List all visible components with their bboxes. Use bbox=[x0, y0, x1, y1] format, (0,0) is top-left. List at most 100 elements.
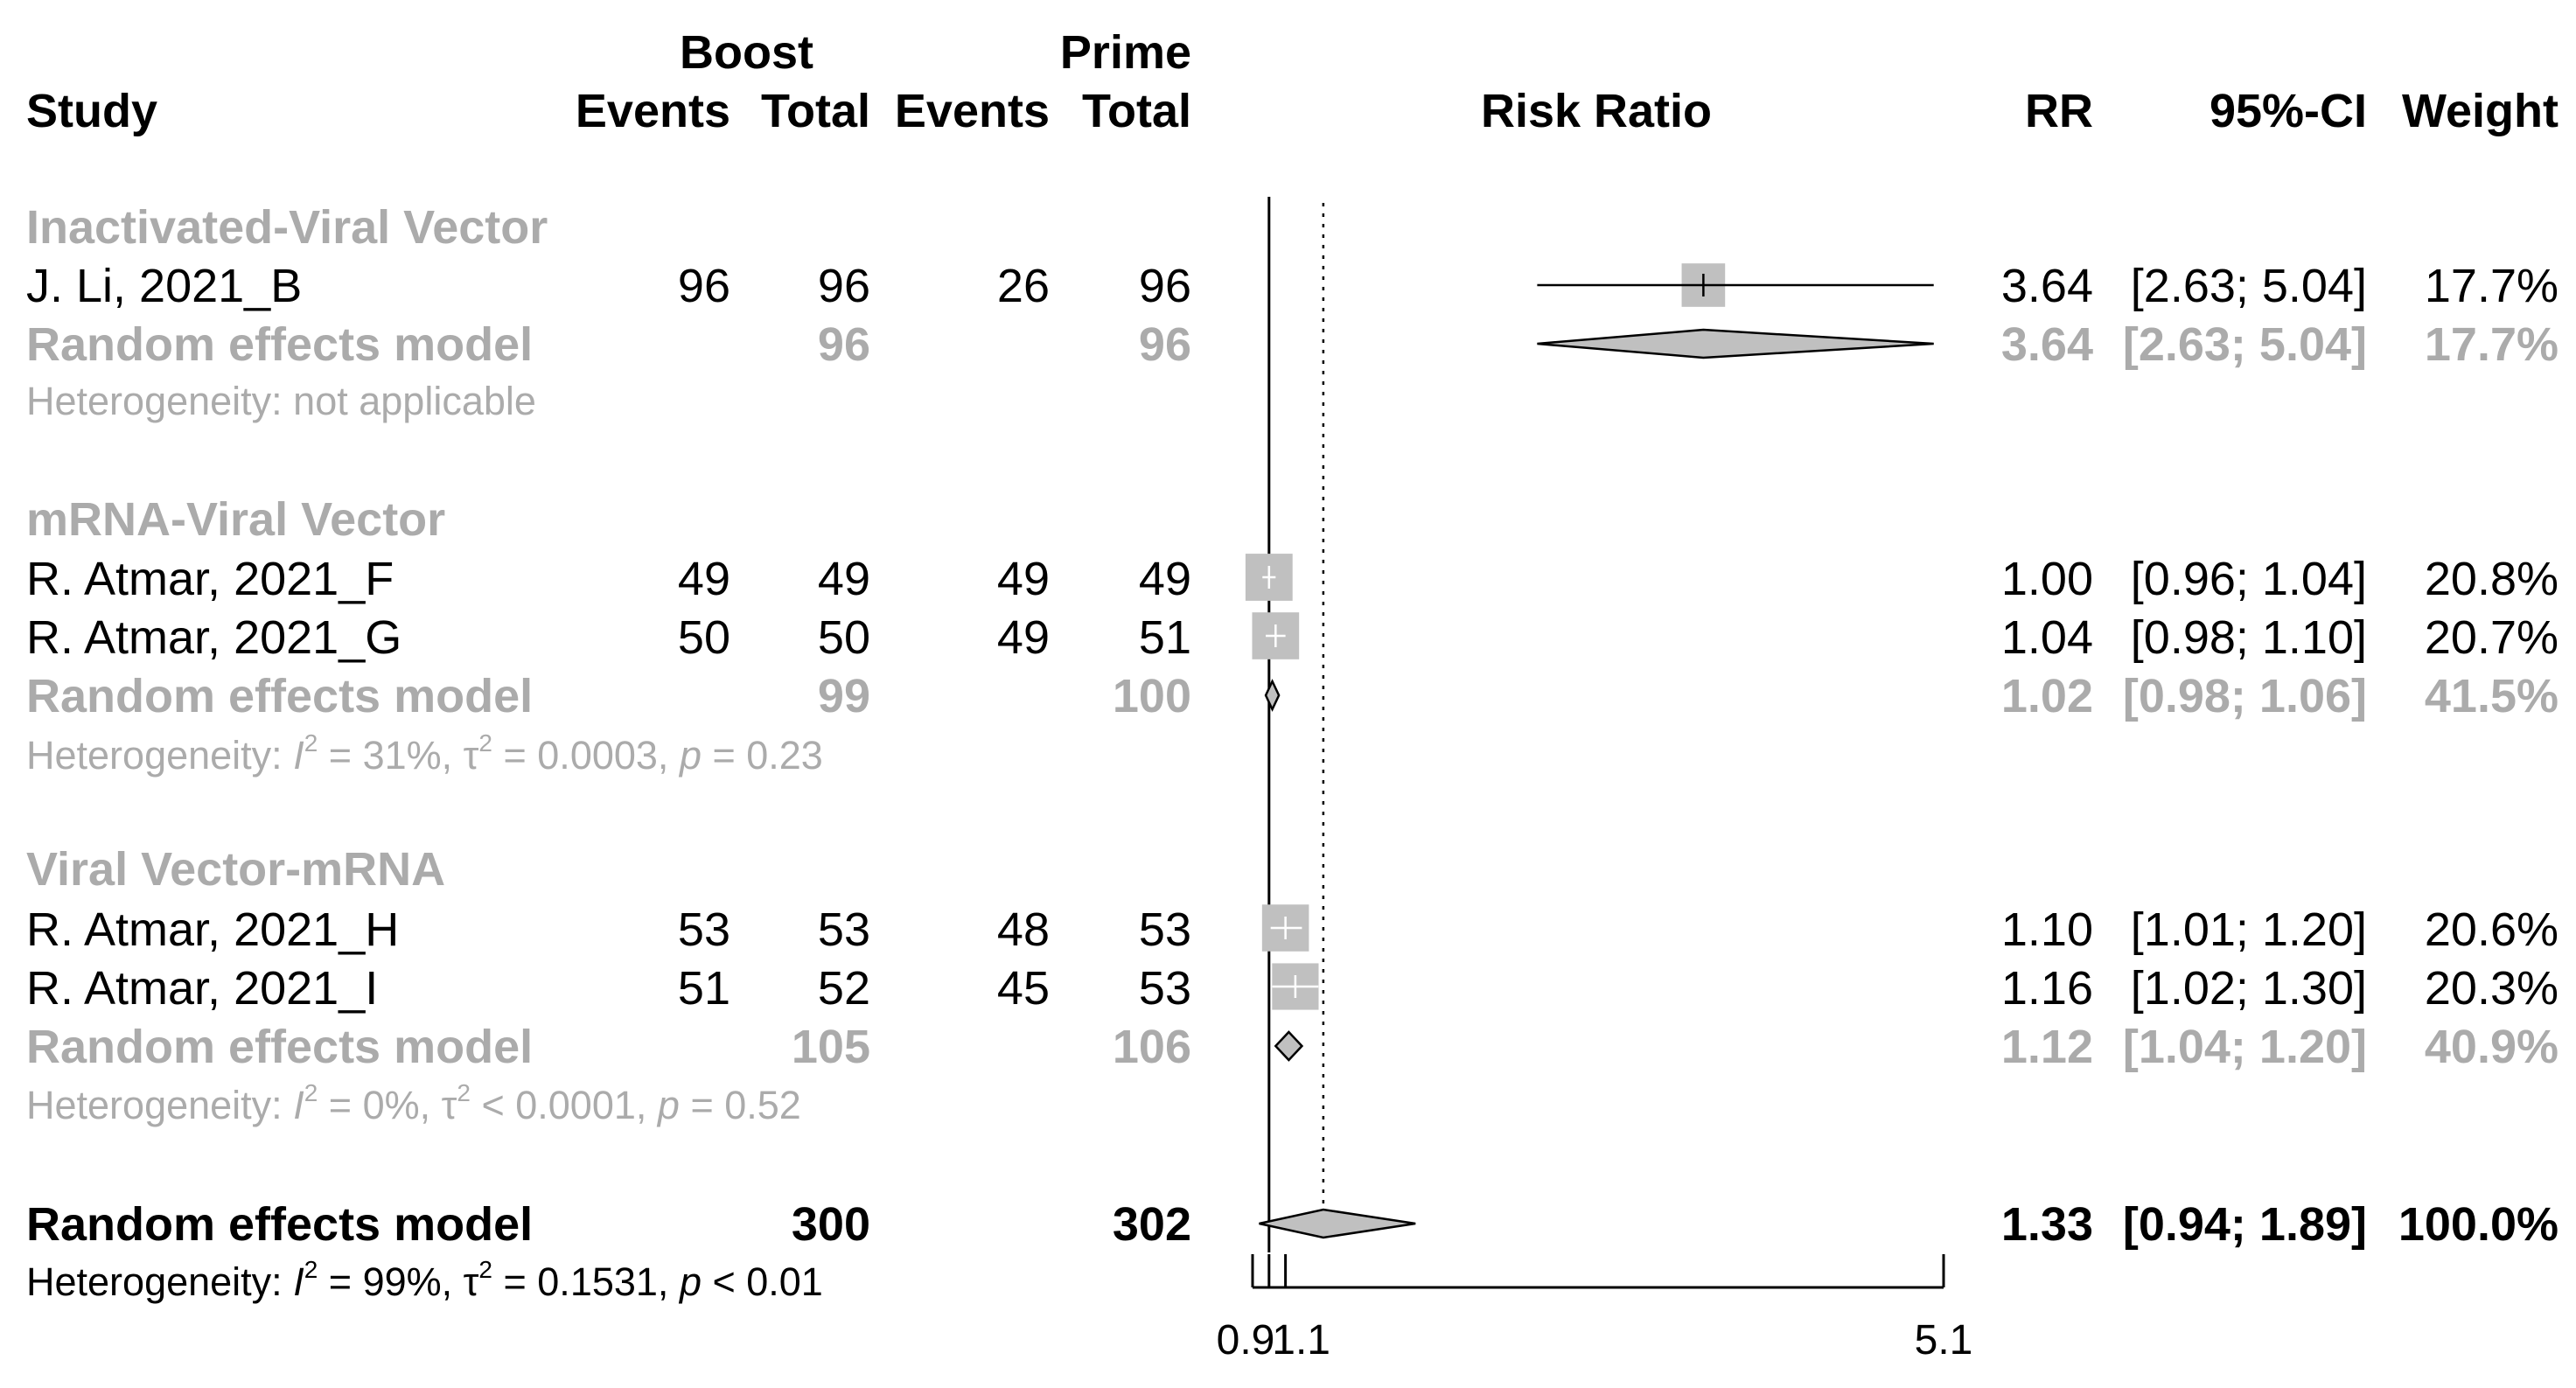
header-boost-events: Events bbox=[576, 85, 730, 137]
overall-summary: Random effects model 300 302 1.33 [0.94;… bbox=[26, 1198, 2559, 1304]
het-tau-value: = 0.1531, bbox=[492, 1259, 680, 1304]
group-viral-vector-mrna: Viral Vector-mRNA R. Atmar, 2021_H 53 53… bbox=[26, 843, 2559, 1127]
prime-total: 51 bbox=[1139, 611, 1191, 664]
header-prime-events: Events bbox=[895, 85, 1050, 137]
boost-events: 50 bbox=[678, 611, 730, 664]
boost-total: 96 bbox=[818, 260, 870, 312]
header-risk-ratio: Risk Ratio bbox=[1481, 85, 1712, 137]
header-weight: Weight bbox=[2402, 85, 2559, 137]
het-tau-symbol: τ bbox=[464, 1259, 479, 1304]
het-p-symbol: p bbox=[678, 733, 702, 778]
prime-events: 49 bbox=[997, 553, 1050, 605]
group-title: Viral Vector-mRNA bbox=[26, 843, 445, 896]
overall-prime-total: 302 bbox=[1113, 1198, 1191, 1251]
column-headers: Boost Prime Study Events Total Events To… bbox=[26, 26, 2559, 137]
ci-value: [0.98; 1.10] bbox=[2131, 611, 2367, 664]
summary-boost-total: 96 bbox=[818, 318, 870, 371]
rr-value: 1.10 bbox=[2001, 903, 2093, 956]
het-i2-value: = 0%, bbox=[318, 1083, 441, 1127]
het-i-symbol: I bbox=[293, 1259, 304, 1304]
subgroup-summary-row: Random effects model 105 106 1.12 [1.04;… bbox=[26, 1021, 2559, 1073]
weight-value: 20.7% bbox=[2425, 611, 2559, 664]
summary-label: Random effects model bbox=[26, 670, 533, 722]
overall-heterogeneity-text: Heterogeneity: I2 = 99%, τ2 = 0.1531, p … bbox=[26, 1256, 823, 1304]
boost-total: 49 bbox=[818, 553, 870, 605]
group-title: mRNA-Viral Vector bbox=[26, 493, 445, 546]
summary-ci: [0.98; 1.06] bbox=[2123, 670, 2367, 722]
header-prime-total: Total bbox=[1082, 85, 1191, 137]
table-row: R. Atmar, 2021_G 50 50 49 51 1.04 [0.98;… bbox=[26, 611, 2559, 664]
rr-value: 3.64 bbox=[2001, 260, 2093, 312]
prime-total: 53 bbox=[1139, 962, 1191, 1015]
prime-events: 48 bbox=[997, 903, 1050, 956]
prime-total: 53 bbox=[1139, 903, 1191, 956]
x-axis-tick-label: 0.9 bbox=[1217, 1317, 1275, 1364]
boost-total: 53 bbox=[818, 903, 870, 956]
het-i-superscript: 2 bbox=[304, 1079, 318, 1106]
overall-summary-diamond bbox=[1259, 1208, 1416, 1239]
group-mrna-viral-vector: mRNA-Viral Vector R. Atmar, 2021_F 49 49… bbox=[26, 493, 2559, 778]
overall-ci: [0.94; 1.89] bbox=[2123, 1198, 2367, 1251]
rr-value: 1.04 bbox=[2001, 611, 2093, 664]
heterogeneity-text: Heterogeneity: not applicable bbox=[26, 379, 536, 423]
het-tau-superscript: 2 bbox=[478, 729, 492, 757]
x-axis-tick-label: 1.1 bbox=[1272, 1317, 1330, 1364]
study-name: J. Li, 2021_B bbox=[26, 260, 302, 312]
heterogeneity-text: Heterogeneity: I2 = 0%, τ2 < 0.0001, p =… bbox=[26, 1079, 801, 1127]
prime-total: 49 bbox=[1139, 553, 1191, 605]
study-name: R. Atmar, 2021_F bbox=[26, 553, 394, 605]
subgroup-summary-diamond bbox=[1274, 1030, 1304, 1062]
study-name: R. Atmar, 2021_H bbox=[26, 903, 399, 956]
summary-label: Random effects model bbox=[26, 1021, 533, 1073]
overall-summary-row: Random effects model 300 302 1.33 [0.94;… bbox=[26, 1198, 2559, 1251]
group-title: Inactivated-Viral Vector bbox=[26, 201, 548, 254]
weight-value: 20.6% bbox=[2425, 903, 2559, 956]
summary-boost-total: 99 bbox=[818, 670, 870, 722]
summary-rr: 3.64 bbox=[2001, 318, 2093, 371]
het-prefix: Heterogeneity: bbox=[26, 1083, 293, 1127]
subgroup-summary-row: Random effects model 96 96 3.64 [2.63; 5… bbox=[26, 318, 2559, 371]
summary-prime-total: 100 bbox=[1113, 670, 1191, 722]
group-inactivated-viral-vector: Inactivated-Viral Vector J. Li, 2021_B 9… bbox=[26, 201, 2559, 423]
header-study: Study bbox=[26, 85, 157, 137]
summary-prime-total: 106 bbox=[1113, 1021, 1191, 1073]
summary-ci: [2.63; 5.04] bbox=[2123, 318, 2367, 371]
het-i-superscript: 2 bbox=[304, 729, 318, 757]
het-i2-value: = 31%, bbox=[318, 733, 463, 778]
boost-total: 52 bbox=[818, 962, 870, 1015]
boost-events: 49 bbox=[678, 553, 730, 605]
header-rr: RR bbox=[2025, 85, 2093, 137]
het-p-symbol: p bbox=[678, 1259, 702, 1304]
summary-weight: 41.5% bbox=[2425, 670, 2559, 722]
weight-value: 17.7% bbox=[2425, 260, 2559, 312]
table-row: R. Atmar, 2021_F 49 49 49 49 1.00 [0.96;… bbox=[26, 553, 2559, 605]
het-p-symbol: p bbox=[656, 1083, 680, 1127]
plot-area: 0.91.1 5.1 bbox=[1217, 197, 1972, 1364]
table-row: R. Atmar, 2021_I 51 52 45 53 1.16 [1.02;… bbox=[26, 962, 2559, 1015]
boost-events: 96 bbox=[678, 260, 730, 312]
prime-events: 26 bbox=[997, 260, 1050, 312]
subgroup-summary-row: Random effects model 99 100 1.02 [0.98; … bbox=[26, 670, 2559, 722]
rr-value: 1.00 bbox=[2001, 553, 2093, 605]
summary-rr: 1.02 bbox=[2001, 670, 2093, 722]
summary-prime-total: 96 bbox=[1139, 318, 1191, 371]
prime-events: 49 bbox=[997, 611, 1050, 664]
heterogeneity-text: Heterogeneity: I2 = 31%, τ2 = 0.0003, p … bbox=[26, 729, 823, 778]
overall-weight: 100.0% bbox=[2398, 1198, 2559, 1251]
boost-events: 51 bbox=[678, 962, 730, 1015]
summary-boost-total: 105 bbox=[792, 1021, 870, 1073]
het-tau-superscript: 2 bbox=[478, 1256, 492, 1283]
overall-rr: 1.33 bbox=[2001, 1198, 2093, 1251]
het-tau-value: < 0.0001, bbox=[471, 1083, 658, 1127]
het-i-symbol: I bbox=[293, 1083, 304, 1127]
header-ci: 95%-CI bbox=[2209, 85, 2367, 137]
overall-label: Random effects model bbox=[26, 1198, 533, 1251]
het-tau-value: = 0.0003, bbox=[492, 733, 680, 778]
het-prefix: Heterogeneity: bbox=[26, 1259, 293, 1304]
ci-value: [1.02; 1.30] bbox=[2131, 962, 2367, 1015]
study-name: R. Atmar, 2021_I bbox=[26, 962, 378, 1015]
ci-value: [2.63; 5.04] bbox=[2131, 260, 2367, 312]
summary-label: Random effects model bbox=[26, 318, 533, 371]
